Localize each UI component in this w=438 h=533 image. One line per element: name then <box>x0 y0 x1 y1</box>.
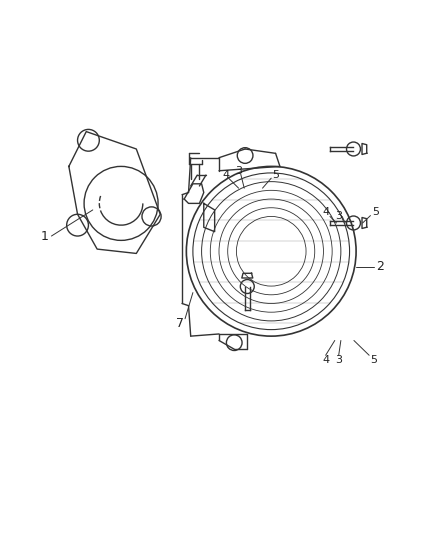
Text: 5: 5 <box>272 170 279 180</box>
Text: 1: 1 <box>41 230 49 243</box>
Text: 2: 2 <box>376 260 384 273</box>
Text: 4: 4 <box>322 355 329 365</box>
Text: 4: 4 <box>322 207 329 217</box>
Text: 4: 4 <box>222 170 229 180</box>
Text: 3: 3 <box>235 166 242 176</box>
Text: 3: 3 <box>335 212 342 221</box>
Text: 5: 5 <box>372 207 379 217</box>
Text: 3: 3 <box>335 355 342 365</box>
Text: 7: 7 <box>176 317 184 329</box>
Text: 5: 5 <box>370 355 377 365</box>
